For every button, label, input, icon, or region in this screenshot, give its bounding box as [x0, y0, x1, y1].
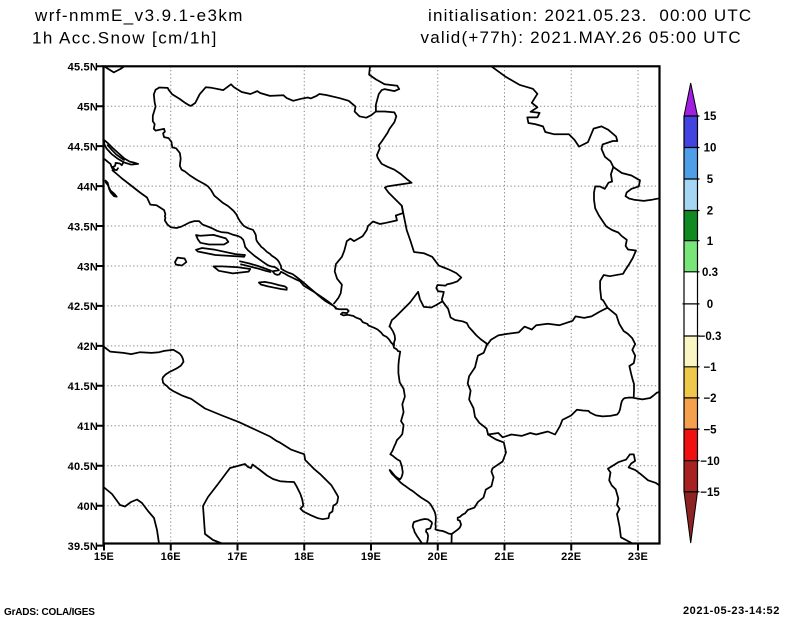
svg-text:wrf-nmmE_v3.9.1-e3km: wrf-nmmE_v3.9.1-e3km [34, 6, 244, 25]
svg-text:19E: 19E [361, 551, 381, 563]
svg-text:21E: 21E [494, 551, 514, 563]
svg-text:0.3: 0.3 [702, 267, 718, 279]
svg-text:10: 10 [704, 143, 717, 155]
svg-text:40N: 40N [77, 501, 98, 513]
svg-text:45.5N: 45.5N [68, 62, 98, 74]
svg-text:−0.3: −0.3 [699, 331, 722, 343]
svg-text:15E: 15E [94, 551, 114, 563]
svg-text:41.5N: 41.5N [68, 381, 98, 393]
svg-text:40.5N: 40.5N [68, 461, 98, 473]
svg-text:15: 15 [704, 111, 717, 123]
svg-text:initialisation: 2021.05.23. 0: initialisation: 2021.05.23. 00:00 UTC [428, 6, 752, 25]
svg-text:42N: 42N [77, 341, 98, 353]
svg-text:20E: 20E [428, 551, 448, 563]
svg-text:0: 0 [707, 299, 713, 311]
svg-text:2021-05-23-14:52: 2021-05-23-14:52 [683, 605, 780, 617]
svg-text:−10: −10 [700, 456, 720, 468]
svg-text:16E: 16E [161, 551, 181, 563]
svg-text:23E: 23E [628, 551, 648, 563]
svg-text:−1: −1 [703, 362, 717, 374]
svg-text:18E: 18E [294, 551, 314, 563]
svg-text:42.5N: 42.5N [68, 301, 98, 313]
svg-text:1h Acc.Snow [cm/1h]: 1h Acc.Snow [cm/1h] [32, 29, 218, 48]
svg-text:1: 1 [707, 236, 714, 248]
svg-text:39.5N: 39.5N [68, 541, 98, 553]
svg-text:2: 2 [707, 206, 713, 218]
svg-text:44N: 44N [77, 181, 98, 193]
svg-text:43.5N: 43.5N [68, 221, 98, 233]
svg-text:valid(+77h): 2021.MAY.26 05:00: valid(+77h): 2021.MAY.26 05:00 UTC [421, 28, 742, 47]
svg-text:45N: 45N [77, 102, 98, 114]
svg-text:GrADS: COLA/IGES: GrADS: COLA/IGES [4, 607, 95, 618]
svg-text:22E: 22E [561, 551, 581, 563]
svg-text:−5: −5 [703, 424, 717, 436]
svg-text:−2: −2 [703, 393, 716, 405]
svg-text:−15: −15 [700, 487, 720, 499]
svg-text:5: 5 [707, 174, 714, 186]
svg-text:43N: 43N [77, 261, 98, 273]
svg-text:44.5N: 44.5N [68, 141, 98, 153]
svg-text:41N: 41N [77, 421, 98, 433]
svg-text:17E: 17E [227, 551, 247, 563]
